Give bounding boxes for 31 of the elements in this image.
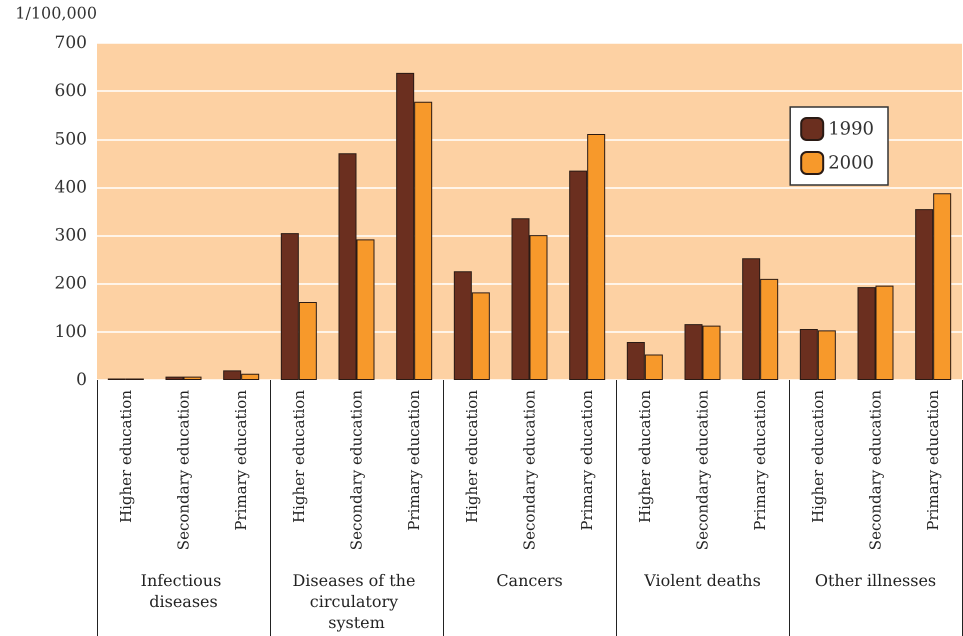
x-tick-label: Higher education (808, 390, 827, 523)
text: Infectious diseases (140, 571, 226, 611)
y-tick-label: 300 (54, 226, 87, 246)
text: Diseases of the circulatory system (292, 571, 421, 632)
y-tick-label: 100 (54, 322, 87, 342)
y-tick-label: 200 (54, 274, 87, 294)
text: Cancers (496, 571, 563, 590)
y-tick-label: 500 (54, 129, 87, 150)
y-tick-label: 600 (54, 81, 87, 102)
x-tick-label: Primary education (405, 390, 424, 531)
text: Violent deaths (643, 571, 761, 590)
x-tick-label: Secondary education (520, 390, 538, 550)
x-tick-label: Higher education (636, 390, 654, 523)
x-tick-label: Primary education (578, 390, 596, 531)
x-tick-label: Secondary education (694, 390, 712, 550)
y-axis-title: 1/100,000 (15, 4, 97, 22)
y-tick-label: 700 (54, 33, 87, 53)
y-tick-label: 0 (76, 370, 87, 390)
legend-label: 2000 (828, 152, 874, 174)
x-tick-label: Higher education (116, 390, 135, 523)
x-tick-label: Higher education (290, 390, 308, 523)
text: Other illnesses (814, 571, 936, 590)
x-tick-label: Primary education (232, 390, 250, 531)
x-tick-label: Secondary education (866, 390, 884, 550)
x-tick-label: Higher education (462, 390, 481, 523)
x-tick-label: Primary education (751, 390, 770, 531)
y-tick-label: 400 (54, 177, 87, 198)
x-tick-label: Secondary education (174, 390, 192, 550)
legend-label: 1990 (828, 118, 874, 140)
x-tick-label: Secondary education (348, 390, 366, 550)
x-tick-label: Primary education (924, 390, 942, 531)
